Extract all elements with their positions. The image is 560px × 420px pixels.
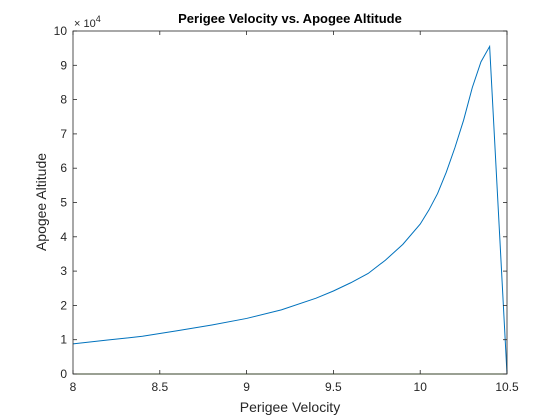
y-tick-label: 3	[60, 264, 67, 278]
y-exponent-base: × 10	[74, 18, 96, 30]
x-tick-label: 9.5	[325, 380, 342, 394]
y-tick-label: 4	[60, 230, 67, 244]
chart-title: Perigee Velocity vs. Apogee Altitude	[178, 11, 402, 26]
plot-area	[73, 31, 507, 374]
y-tick-label: 7	[60, 127, 67, 141]
y-tick-label: 6	[60, 161, 67, 175]
y-tick-label: 2	[60, 298, 67, 312]
y-tick-label: 5	[60, 196, 67, 210]
y-axis-exponent: × 104	[74, 14, 101, 30]
y-tick-label: 10	[54, 24, 68, 38]
y-tick-label: 8	[60, 93, 67, 107]
y-exponent-power: 4	[96, 14, 101, 24]
x-tick-label: 9	[243, 380, 250, 394]
y-tick-label: 1	[60, 333, 67, 347]
x-tick-label: 8	[70, 380, 77, 394]
y-tick-label: 0	[60, 367, 67, 381]
y-tick-label: 9	[60, 58, 67, 72]
series-line-1	[72, 44, 508, 375]
x-axis-label: Perigee Velocity	[240, 399, 340, 415]
x-tick-label: 10.5	[495, 380, 519, 394]
x-tick-label: 10	[414, 380, 428, 394]
y-axis-label: Apogee Altitude	[33, 153, 49, 251]
tick-layer: 8 8.5 9 9.5 10 10.5 0 1 2 3 4 5 6 7 8 9 10	[54, 24, 519, 394]
x-tick-label: 8.5	[151, 380, 168, 394]
